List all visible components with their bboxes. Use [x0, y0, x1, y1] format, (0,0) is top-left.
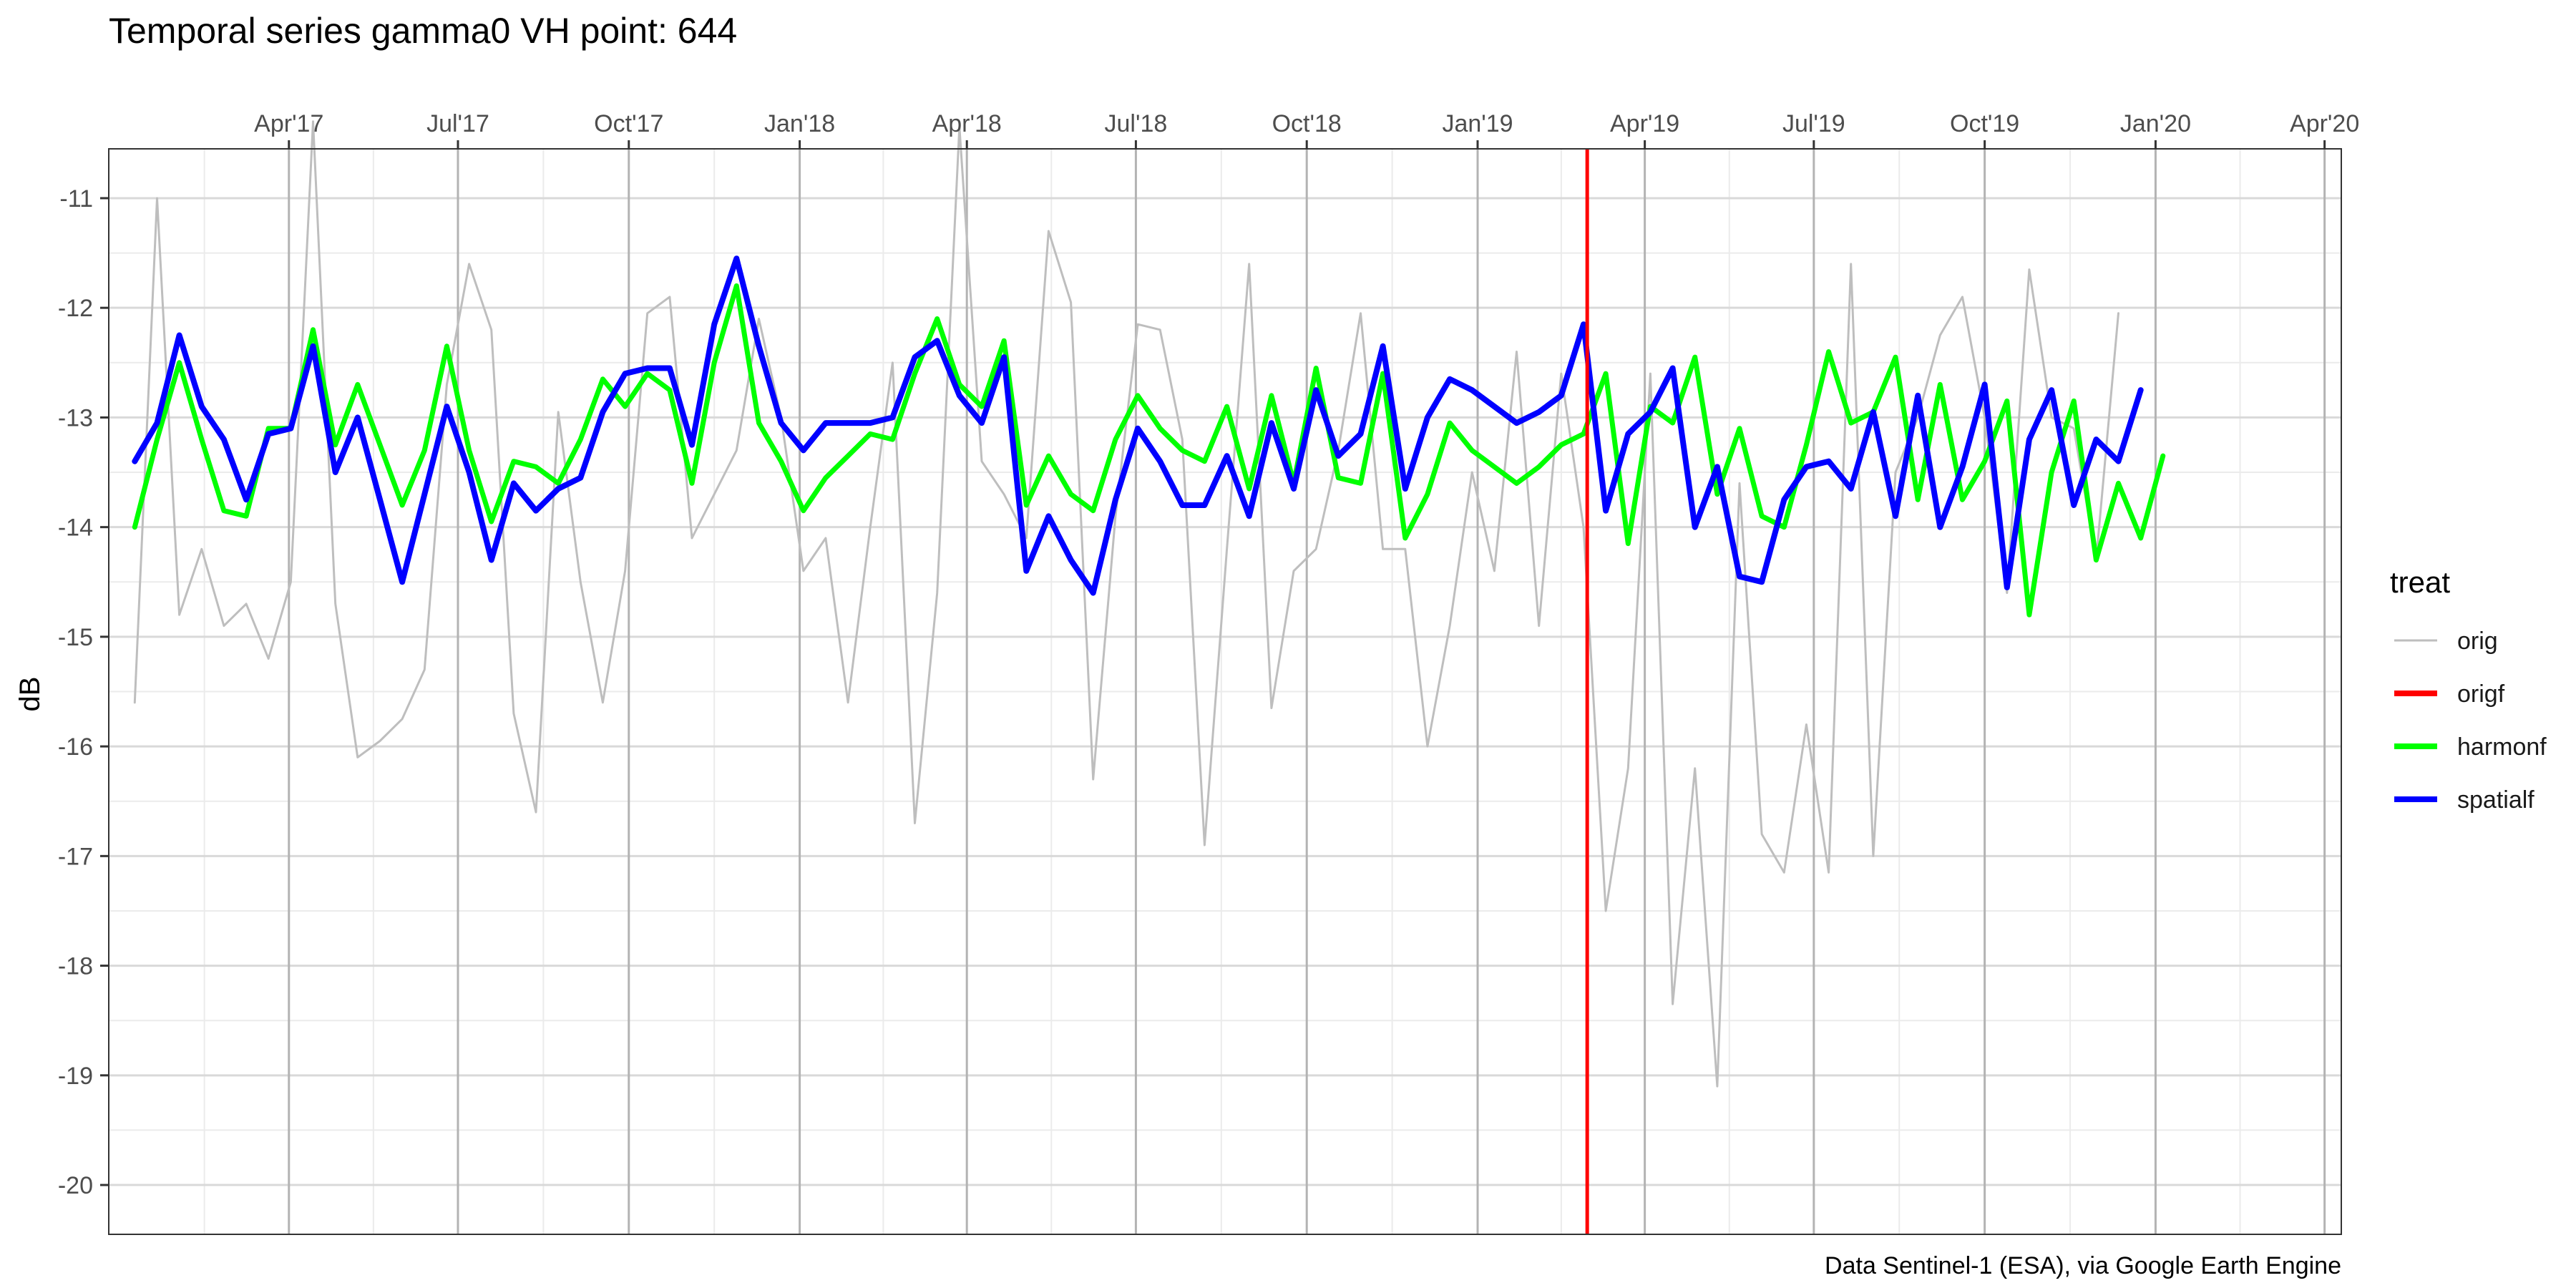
- minor-gridlines: [109, 149, 2341, 1234]
- chart-title: Temporal series gamma0 VH point: 644: [109, 11, 737, 51]
- x-tick-label: Jul'19: [1782, 110, 1845, 137]
- x-tick-label: Apr'20: [2290, 110, 2359, 137]
- x-tick-label: Jan'18: [764, 110, 835, 137]
- x-tick-label: Apr'17: [254, 110, 323, 137]
- x-tick-label: Jul'18: [1105, 110, 1168, 137]
- legend-title: treat: [2390, 565, 2450, 599]
- legend-label-harmonf: harmonf: [2457, 733, 2547, 761]
- y-tick-label: -20: [58, 1172, 93, 1199]
- y-tick-label: -14: [58, 514, 93, 542]
- y-tick-label: -17: [58, 843, 93, 870]
- x-tick-label: Oct'19: [1950, 110, 2019, 137]
- x-tick-label: Jan'19: [1442, 110, 1513, 137]
- y-tick-label: -19: [58, 1063, 93, 1090]
- y-tick-label: -13: [58, 404, 93, 431]
- y-tick-label: -11: [59, 185, 93, 213]
- legend-label-spatialf: spatialf: [2457, 786, 2534, 814]
- series-line-harmonf: [132, 283, 2166, 618]
- x-tick-label: Oct'17: [594, 110, 663, 137]
- x-tick-label: Apr'18: [932, 110, 1002, 137]
- caption: Data Sentinel-1 (ESA), via Google Earth …: [1825, 1252, 2341, 1279]
- y-tick-label: -15: [58, 624, 93, 651]
- x-tick-label: Jul'17: [426, 110, 489, 137]
- legend: treat orig origf harmonf spatialf: [2390, 565, 2547, 814]
- series-line-spatialf: [132, 255, 2144, 596]
- y-axis-label: dB: [14, 677, 46, 712]
- x-tick-label: Apr'19: [1610, 110, 1679, 137]
- legend-label-orig: orig: [2457, 628, 2498, 655]
- series-layer: [132, 120, 2166, 1088]
- y-axis: -11 -12 -13 -14 -15 -16 -17 -18 -19 -20: [58, 185, 109, 1199]
- legend-label-origf: origf: [2457, 680, 2505, 708]
- y-tick-label: -12: [58, 295, 93, 322]
- x-tick-label: Oct'18: [1272, 110, 1342, 137]
- x-axis: Apr'17 Jul'17 Oct'17 Jan'18 Apr'18 Jul'18 Oct'…: [254, 110, 2359, 149]
- y-tick-label: -18: [58, 953, 93, 980]
- panel-border: [108, 148, 2342, 1235]
- y-tick-label: -16: [58, 733, 93, 761]
- x-tick-label: Jan'20: [2120, 110, 2191, 137]
